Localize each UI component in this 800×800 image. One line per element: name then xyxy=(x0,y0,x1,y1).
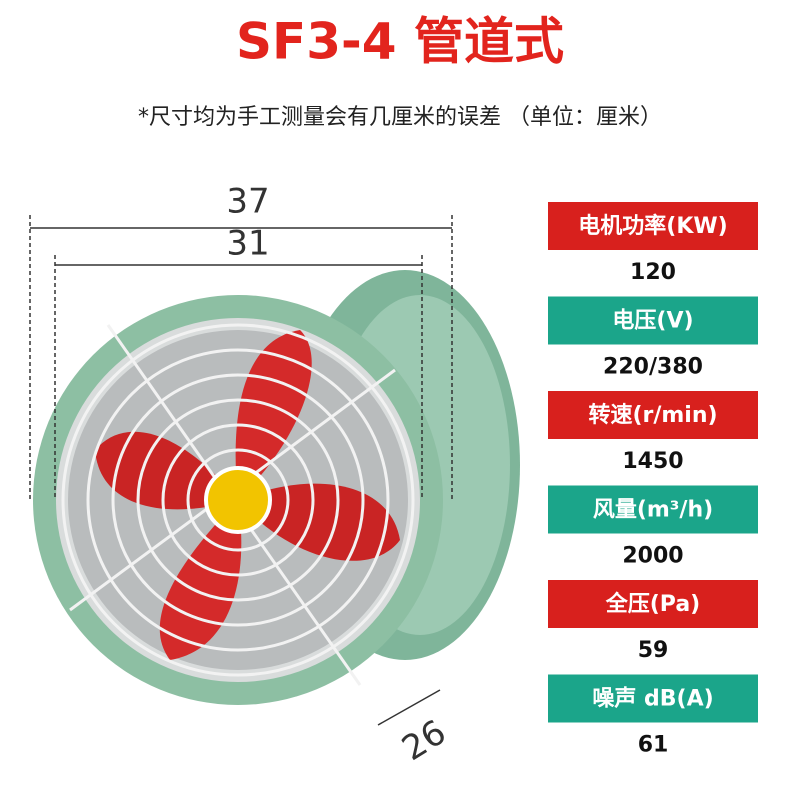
spec-value: 1450 xyxy=(622,449,683,474)
spec-label-box xyxy=(548,202,758,250)
hub xyxy=(204,466,272,534)
spec-label-box xyxy=(548,391,758,439)
fan-illustration xyxy=(33,270,520,705)
spec-value: 220/380 xyxy=(603,355,703,380)
spec-value: 59 xyxy=(638,638,669,663)
spec-label-box xyxy=(548,580,758,628)
spec-value: 2000 xyxy=(622,544,683,569)
spec-label: 转速(r/min) xyxy=(588,402,717,428)
spec-label: 电机功率(KW) xyxy=(578,213,727,239)
spec-label-box xyxy=(548,296,758,345)
dimension-depth: 26 xyxy=(395,712,453,769)
spec-label-box xyxy=(548,674,758,723)
note: *尺寸均为手工测量会有几厘米的误差 （单位：厘米） xyxy=(138,105,662,130)
spec-value: 120 xyxy=(630,260,676,285)
spec-label-box xyxy=(548,485,758,534)
dimension-lines xyxy=(29,215,453,726)
blade xyxy=(238,483,400,561)
spec-label: 风量(m³/h) xyxy=(593,498,713,523)
blade xyxy=(159,500,242,660)
spec-label: 全压(Pa) xyxy=(605,591,701,617)
blade xyxy=(95,431,238,510)
title: SF3-4 管道式 xyxy=(236,13,564,71)
dimension-inner: 31 xyxy=(226,224,269,264)
spec-label: 噪声 dB(A) xyxy=(592,687,713,712)
spec-value: 61 xyxy=(638,733,669,758)
spec-label: 电压(V) xyxy=(612,309,693,334)
blade xyxy=(235,330,312,500)
dimension-outer: 37 xyxy=(226,182,269,222)
